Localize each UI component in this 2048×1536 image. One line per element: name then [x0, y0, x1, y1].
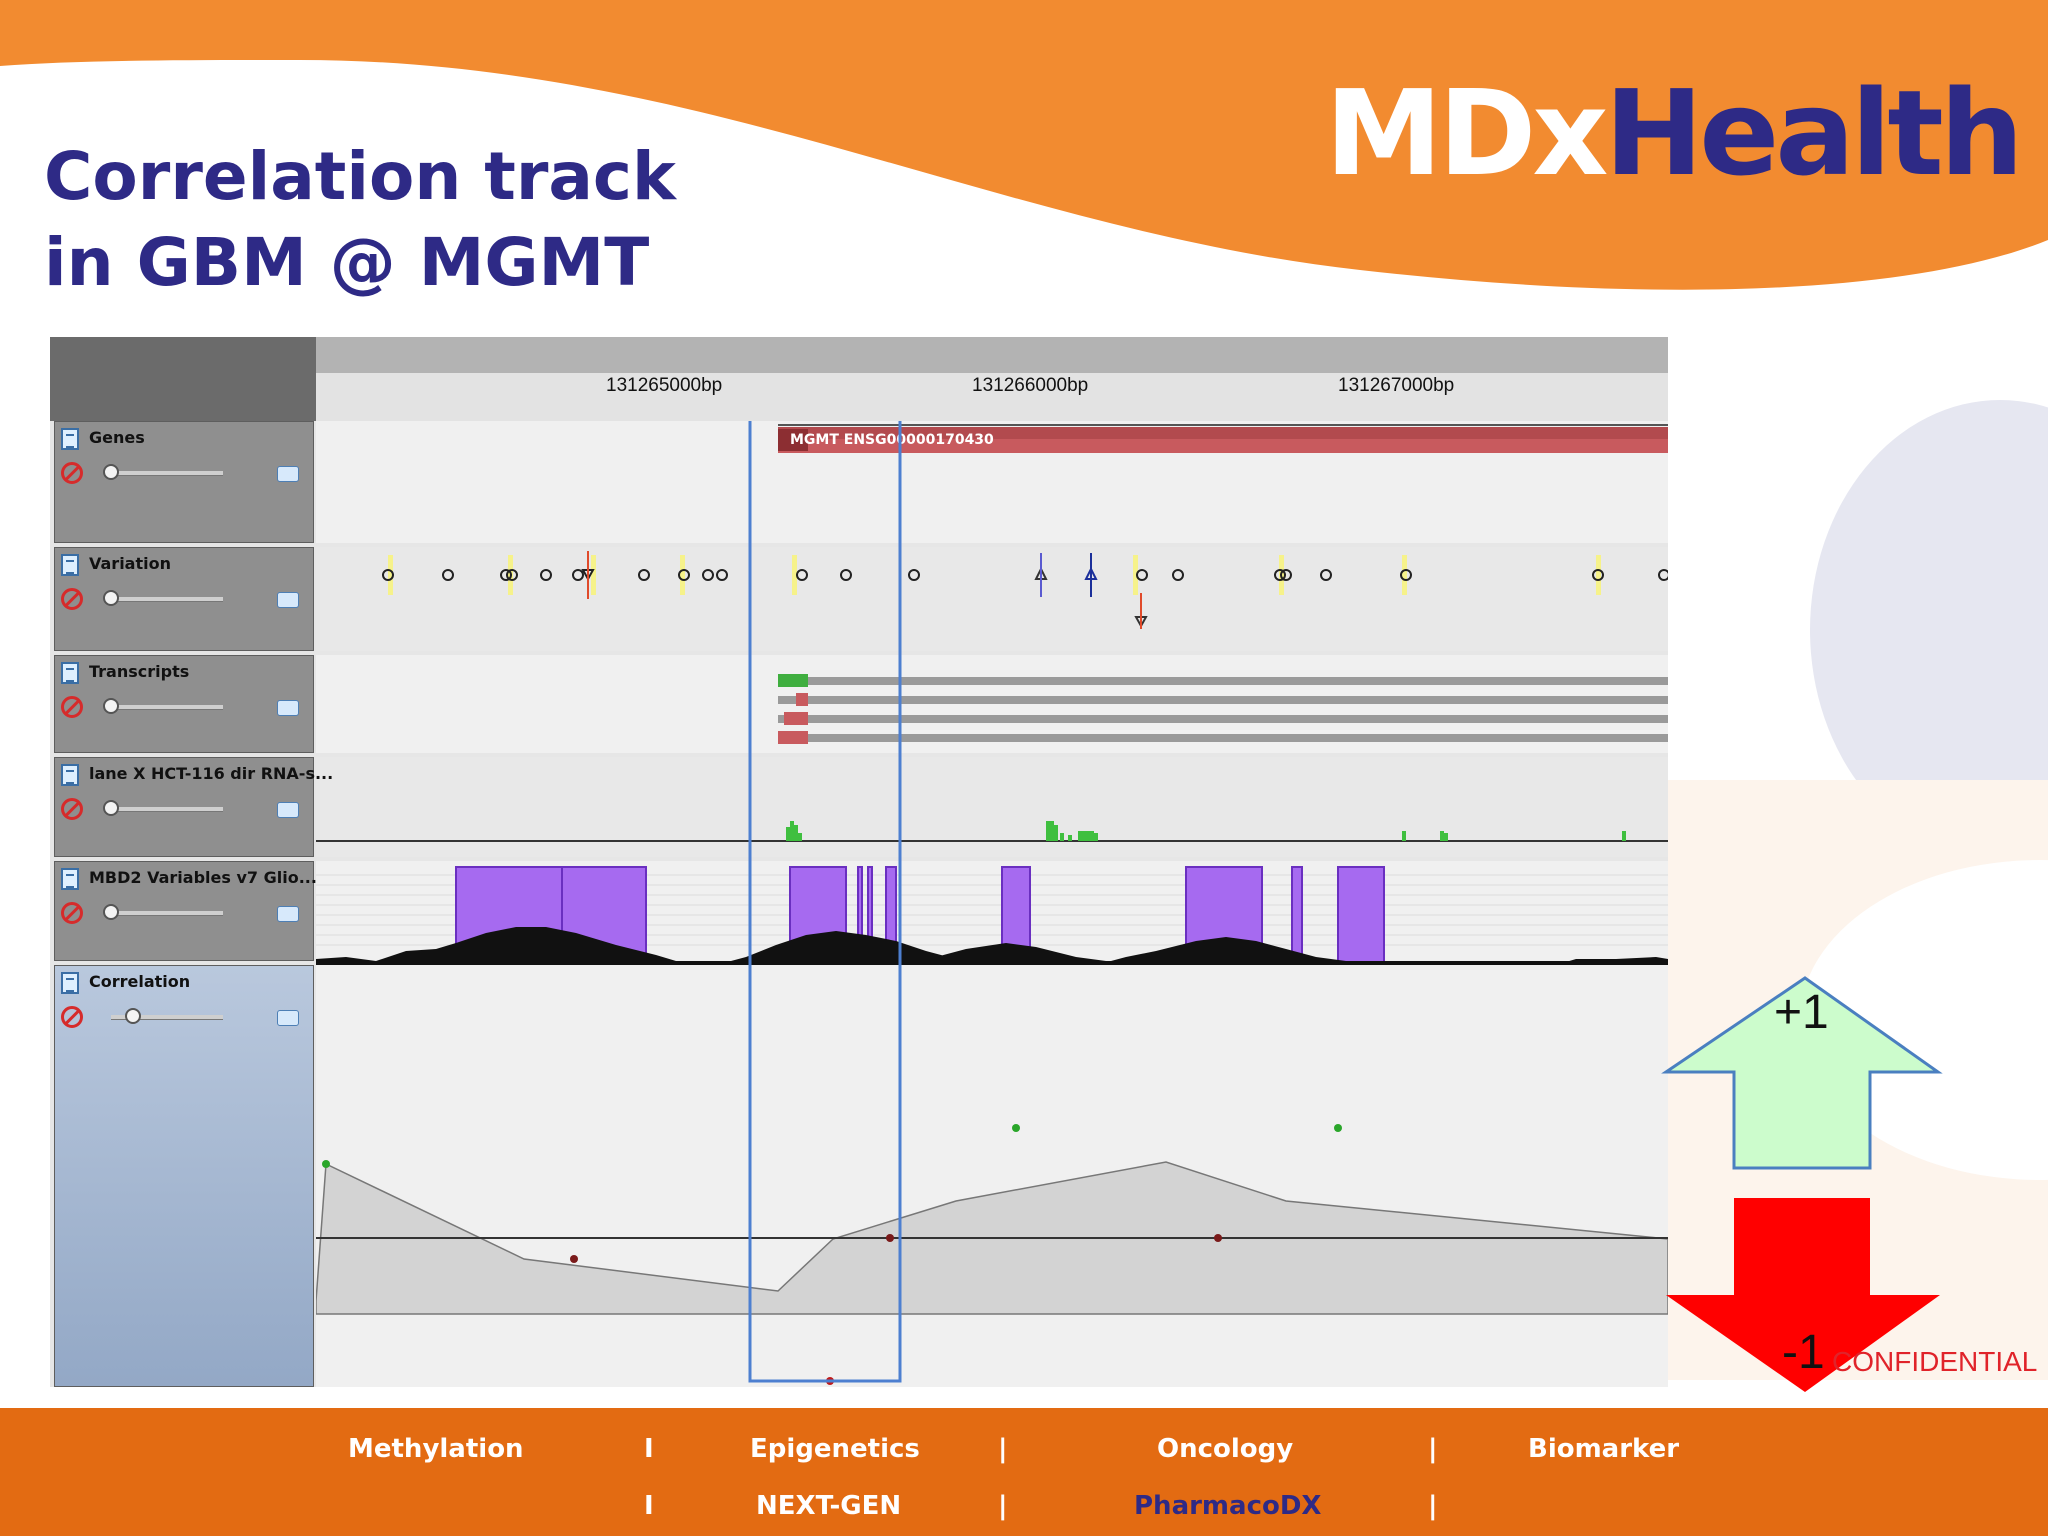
logo-health: Health	[1604, 64, 2024, 202]
footer-band: Methylation I Epigenetics | Oncology | B…	[0, 1408, 2048, 1536]
footer-separator: |	[998, 1491, 1008, 1521]
track-name: Correlation	[89, 972, 191, 991]
ruler-tick-label: 131265000bp	[606, 375, 723, 396]
variation-track-area[interactable]	[316, 547, 1668, 651]
track-name: Variation	[89, 554, 171, 573]
correlation-track-area[interactable]	[316, 965, 1668, 1387]
ruler-scale	[316, 373, 1668, 422]
footer-separator: |	[998, 1434, 1008, 1464]
variation-markers[interactable]	[382, 551, 1668, 629]
slider-knob[interactable]	[103, 698, 119, 714]
genome-browser: 131265000bp 131266000bp 131267000bp 13 G…	[50, 337, 1668, 1387]
mbd2-baseline	[316, 961, 1668, 965]
browser-sidebar-header	[50, 337, 316, 421]
remove-track-icon[interactable]	[61, 696, 83, 718]
track-height-slider[interactable]	[111, 807, 223, 812]
track-panel-variation[interactable]: Variation	[54, 547, 314, 651]
footer-separator: |	[1428, 1491, 1438, 1521]
slider-knob[interactable]	[103, 904, 119, 920]
track-settings-icon[interactable]	[277, 1010, 299, 1026]
document-icon[interactable]	[61, 764, 79, 786]
transcript-features[interactable]	[778, 674, 1668, 744]
track-panel-transcripts[interactable]: Transcripts	[54, 655, 314, 753]
track-height-slider[interactable]	[111, 597, 223, 602]
slide-title-line2: in GBM @ MGMT	[44, 224, 650, 301]
header-wave	[0, 0, 2048, 290]
footer-item-oncology: Oncology	[1157, 1434, 1294, 1464]
track-settings-icon[interactable]	[277, 700, 299, 716]
footer-separator: I	[644, 1434, 654, 1464]
track-name: Genes	[89, 428, 145, 447]
document-icon[interactable]	[61, 554, 79, 576]
slider-knob[interactable]	[103, 590, 119, 606]
document-icon[interactable]	[61, 868, 79, 890]
track-settings-icon[interactable]	[277, 466, 299, 482]
track-height-slider[interactable]	[111, 705, 223, 710]
document-icon[interactable]	[61, 428, 79, 450]
footer-item-epigenetics: Epigenetics	[750, 1434, 920, 1464]
track-panel-rnaseq[interactable]: lane X HCT-116 dir RNA-s...	[54, 757, 333, 857]
rnaseq-coverage[interactable]	[316, 821, 1668, 842]
logo-mdx: MDx	[1325, 64, 1608, 202]
slide-title-line1: Correlation track	[44, 138, 676, 215]
footer-item-pharmacodx: PharmacoDX	[1134, 1491, 1322, 1521]
gene-feature-mgmt[interactable]	[778, 424, 1668, 453]
track-name: lane X HCT-116 dir RNA-s...	[89, 764, 334, 783]
track-height-slider[interactable]	[111, 911, 223, 916]
remove-track-icon[interactable]	[61, 1006, 83, 1028]
correlation-plot[interactable]	[316, 1124, 1668, 1385]
footer-item-nextgen: NEXT-GEN	[756, 1491, 902, 1521]
track-height-slider[interactable]	[111, 471, 223, 476]
negative-correlation-label: -1	[1782, 1326, 1825, 1379]
footer-separator: I	[644, 1491, 654, 1521]
track-content: MGMT ENSG00000170430	[316, 421, 1668, 1385]
ruler-tick-label: 131267000bp	[1338, 375, 1455, 396]
correlation-legend-arrows	[1661, 976, 1943, 1392]
document-icon[interactable]	[61, 662, 79, 684]
track-name: Transcripts	[89, 662, 190, 681]
track-settings-icon[interactable]	[277, 592, 299, 608]
track-panel-mbd2[interactable]: MBD2 Variables v7 Glio...	[54, 861, 317, 961]
remove-track-icon[interactable]	[61, 462, 83, 484]
track-panel-correlation[interactable]: Correlation	[54, 965, 314, 1387]
position-ruler[interactable]: 131265000bp 131266000bp 131267000bp 13	[316, 337, 1668, 422]
footer-separator: |	[1428, 1434, 1438, 1464]
remove-track-icon[interactable]	[61, 588, 83, 610]
slider-knob[interactable]	[125, 1008, 142, 1024]
slide-title: Correlation track in GBM @ MGMT	[44, 134, 676, 306]
slider-knob[interactable]	[103, 464, 119, 480]
confidential-watermark: CONFIDENTIAL	[1832, 1346, 2038, 1377]
ruler-tick-label: 131266000bp	[972, 375, 1089, 396]
mbd2-coverage	[316, 927, 1668, 965]
arrow-up-icon	[1661, 976, 1943, 1170]
track-name: MBD2 Variables v7 Glio...	[89, 868, 317, 887]
remove-track-icon[interactable]	[61, 902, 83, 924]
positive-correlation-label: +1	[1774, 986, 1829, 1039]
slider-knob[interactable]	[103, 800, 119, 816]
track-settings-icon[interactable]	[277, 906, 299, 922]
footer-item-biomarker: Biomarker	[1528, 1434, 1680, 1464]
arrow-down-icon	[1666, 1198, 1940, 1392]
gene-label: MGMT ENSG00000170430	[790, 432, 994, 448]
footer-item-methylation: Methylation	[348, 1434, 524, 1464]
document-icon[interactable]	[61, 972, 79, 994]
mdxhealth-logo: MDxHealth	[1325, 74, 2024, 192]
remove-track-icon[interactable]	[61, 798, 83, 820]
track-height-slider[interactable]	[111, 1015, 223, 1020]
track-panel-genes[interactable]: Genes	[54, 421, 314, 543]
highlight-region-box[interactable]	[748, 421, 902, 1383]
track-settings-icon[interactable]	[277, 802, 299, 818]
